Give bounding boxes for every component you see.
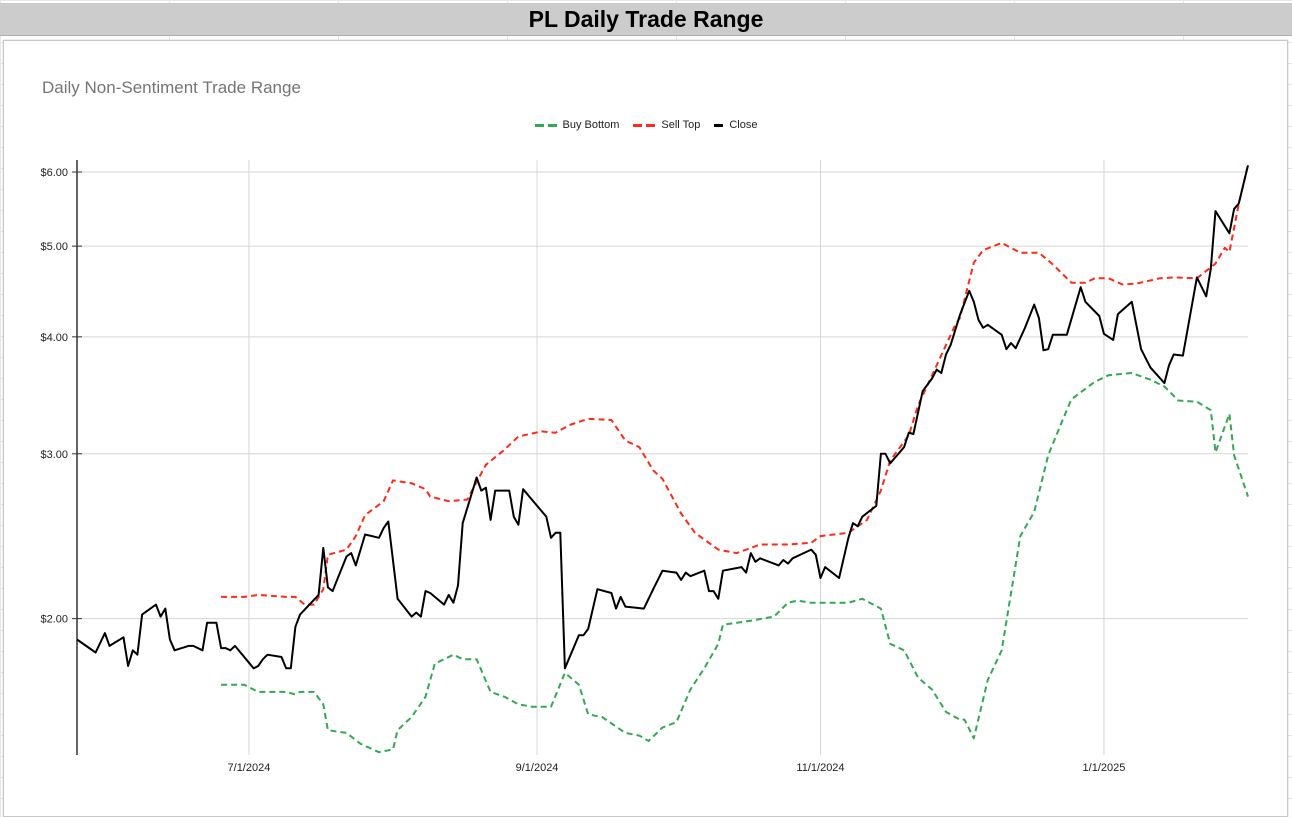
y-tick-label: $6.00 — [40, 167, 68, 179]
chart-panel[interactable] — [3, 40, 1288, 817]
legend-item-close[interactable]: Close — [714, 119, 757, 131]
y-tick-label: $2.00 — [40, 614, 68, 626]
legend-item-buy-bottom[interactable]: Buy Bottom — [534, 119, 620, 131]
x-tick-label: 11/1/2024 — [796, 762, 844, 774]
legend-label-buy-bottom: Buy Bottom — [562, 119, 620, 131]
x-tick-label: 1/1/2025 — [1083, 762, 1126, 774]
legend-label-close: Close — [729, 119, 758, 131]
x-tick-label: 7/1/2024 — [228, 762, 271, 774]
legend-swatch-close — [714, 123, 724, 127]
series-line-buy-bottom — [221, 372, 1249, 754]
legend-item-sell-top[interactable]: Sell Top — [633, 119, 700, 131]
legend-swatch-sell-top — [633, 123, 656, 127]
legend-label-sell-top: Sell Top — [661, 119, 701, 131]
y-tick-label: $5.00 — [40, 241, 68, 253]
chart-title: Daily Non-Sentiment Trade Range — [42, 78, 301, 97]
y-tick-label: $3.00 — [40, 449, 68, 461]
x-tick-label: 9/1/2024 — [516, 762, 559, 774]
chart-legend: Buy Bottom Sell Top Close — [0, 119, 1292, 131]
legend-swatch-buy-bottom — [534, 123, 557, 127]
sheet-title-bar: PL Daily Trade Range — [0, 3, 1292, 36]
series-line-close — [76, 165, 1249, 670]
y-tick-label: $4.00 — [40, 332, 68, 344]
sheet-title: PL Daily Trade Range — [528, 5, 764, 32]
series-line-sell-top — [221, 164, 1249, 606]
